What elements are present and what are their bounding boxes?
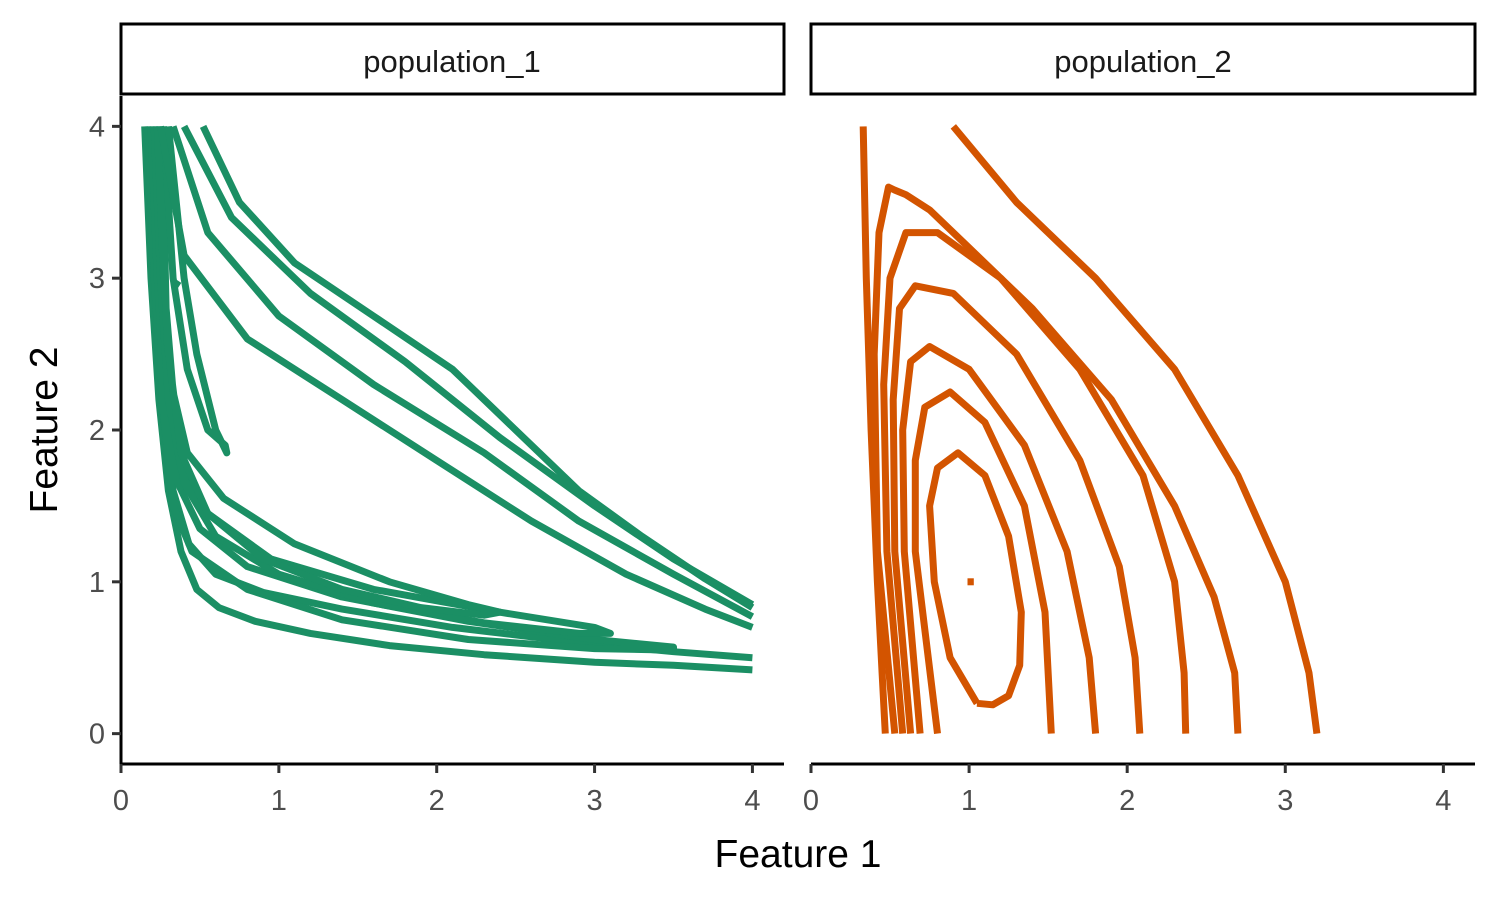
contour-line-2-4 — [880, 229, 1190, 734]
contour-line-2-5 — [889, 282, 1144, 734]
contour-line-2-7 — [911, 388, 1055, 735]
contour-line-1-9 — [180, 124, 755, 608]
facet-panel-population-2: population_2 — [809, 22, 1477, 735]
x-tick-label-2-4: 4 — [1435, 785, 1451, 817]
contour-line-1-3 — [147, 126, 677, 654]
contour-line-1-10 — [199, 124, 755, 611]
y-tick-label-1: 1 — [89, 567, 105, 599]
x-axis-title: Feature 1 — [715, 833, 882, 876]
contour-line-1-5 — [153, 126, 504, 619]
contour-lines-2 — [859, 124, 1321, 735]
contour-line-2-2 — [950, 124, 1321, 735]
y-tick-label-0: 0 — [89, 719, 105, 751]
facet-strip-1 — [119, 22, 786, 96]
x-tick-label-2-2: 2 — [1119, 785, 1135, 817]
contour-line-1-8 — [169, 125, 755, 620]
facet-label-1: population_1 — [363, 44, 541, 79]
contour-line-2-3 — [870, 183, 1242, 734]
x-tick-label-1-1: 1 — [271, 785, 287, 817]
x-tick-label-1-2: 2 — [429, 785, 445, 817]
facet-panel-population-1: population_1 — [119, 22, 786, 674]
contour-line-2-8 — [926, 449, 1025, 709]
contour-line-1-7 — [157, 125, 754, 631]
x-tick-label-2-3: 3 — [1277, 785, 1293, 817]
x-tick-label-2-1: 1 — [961, 785, 977, 817]
contour-line-2-6 — [899, 343, 1100, 734]
x-tick-label-2-0: 0 — [803, 785, 819, 817]
contour-line-1-11 — [172, 279, 182, 289]
y-tick-label-3: 3 — [89, 263, 105, 295]
contour-lines-1 — [141, 124, 755, 674]
axes: 0 1 2 3 4 0 1 2 3 4 0 1 2 3 4 — [89, 96, 1475, 817]
facet-label-2: population_2 — [1054, 44, 1232, 79]
x-tick-label-1-3: 3 — [587, 785, 603, 817]
y-axis-title: Feature 2 — [23, 347, 66, 514]
x-tick-label-1-4: 4 — [744, 785, 760, 817]
y-tick-label-2: 2 — [89, 415, 105, 447]
facet-strip-2 — [809, 22, 1477, 96]
y-tick-label-4: 4 — [89, 111, 105, 143]
x-tick-label-1-0: 0 — [113, 785, 129, 817]
